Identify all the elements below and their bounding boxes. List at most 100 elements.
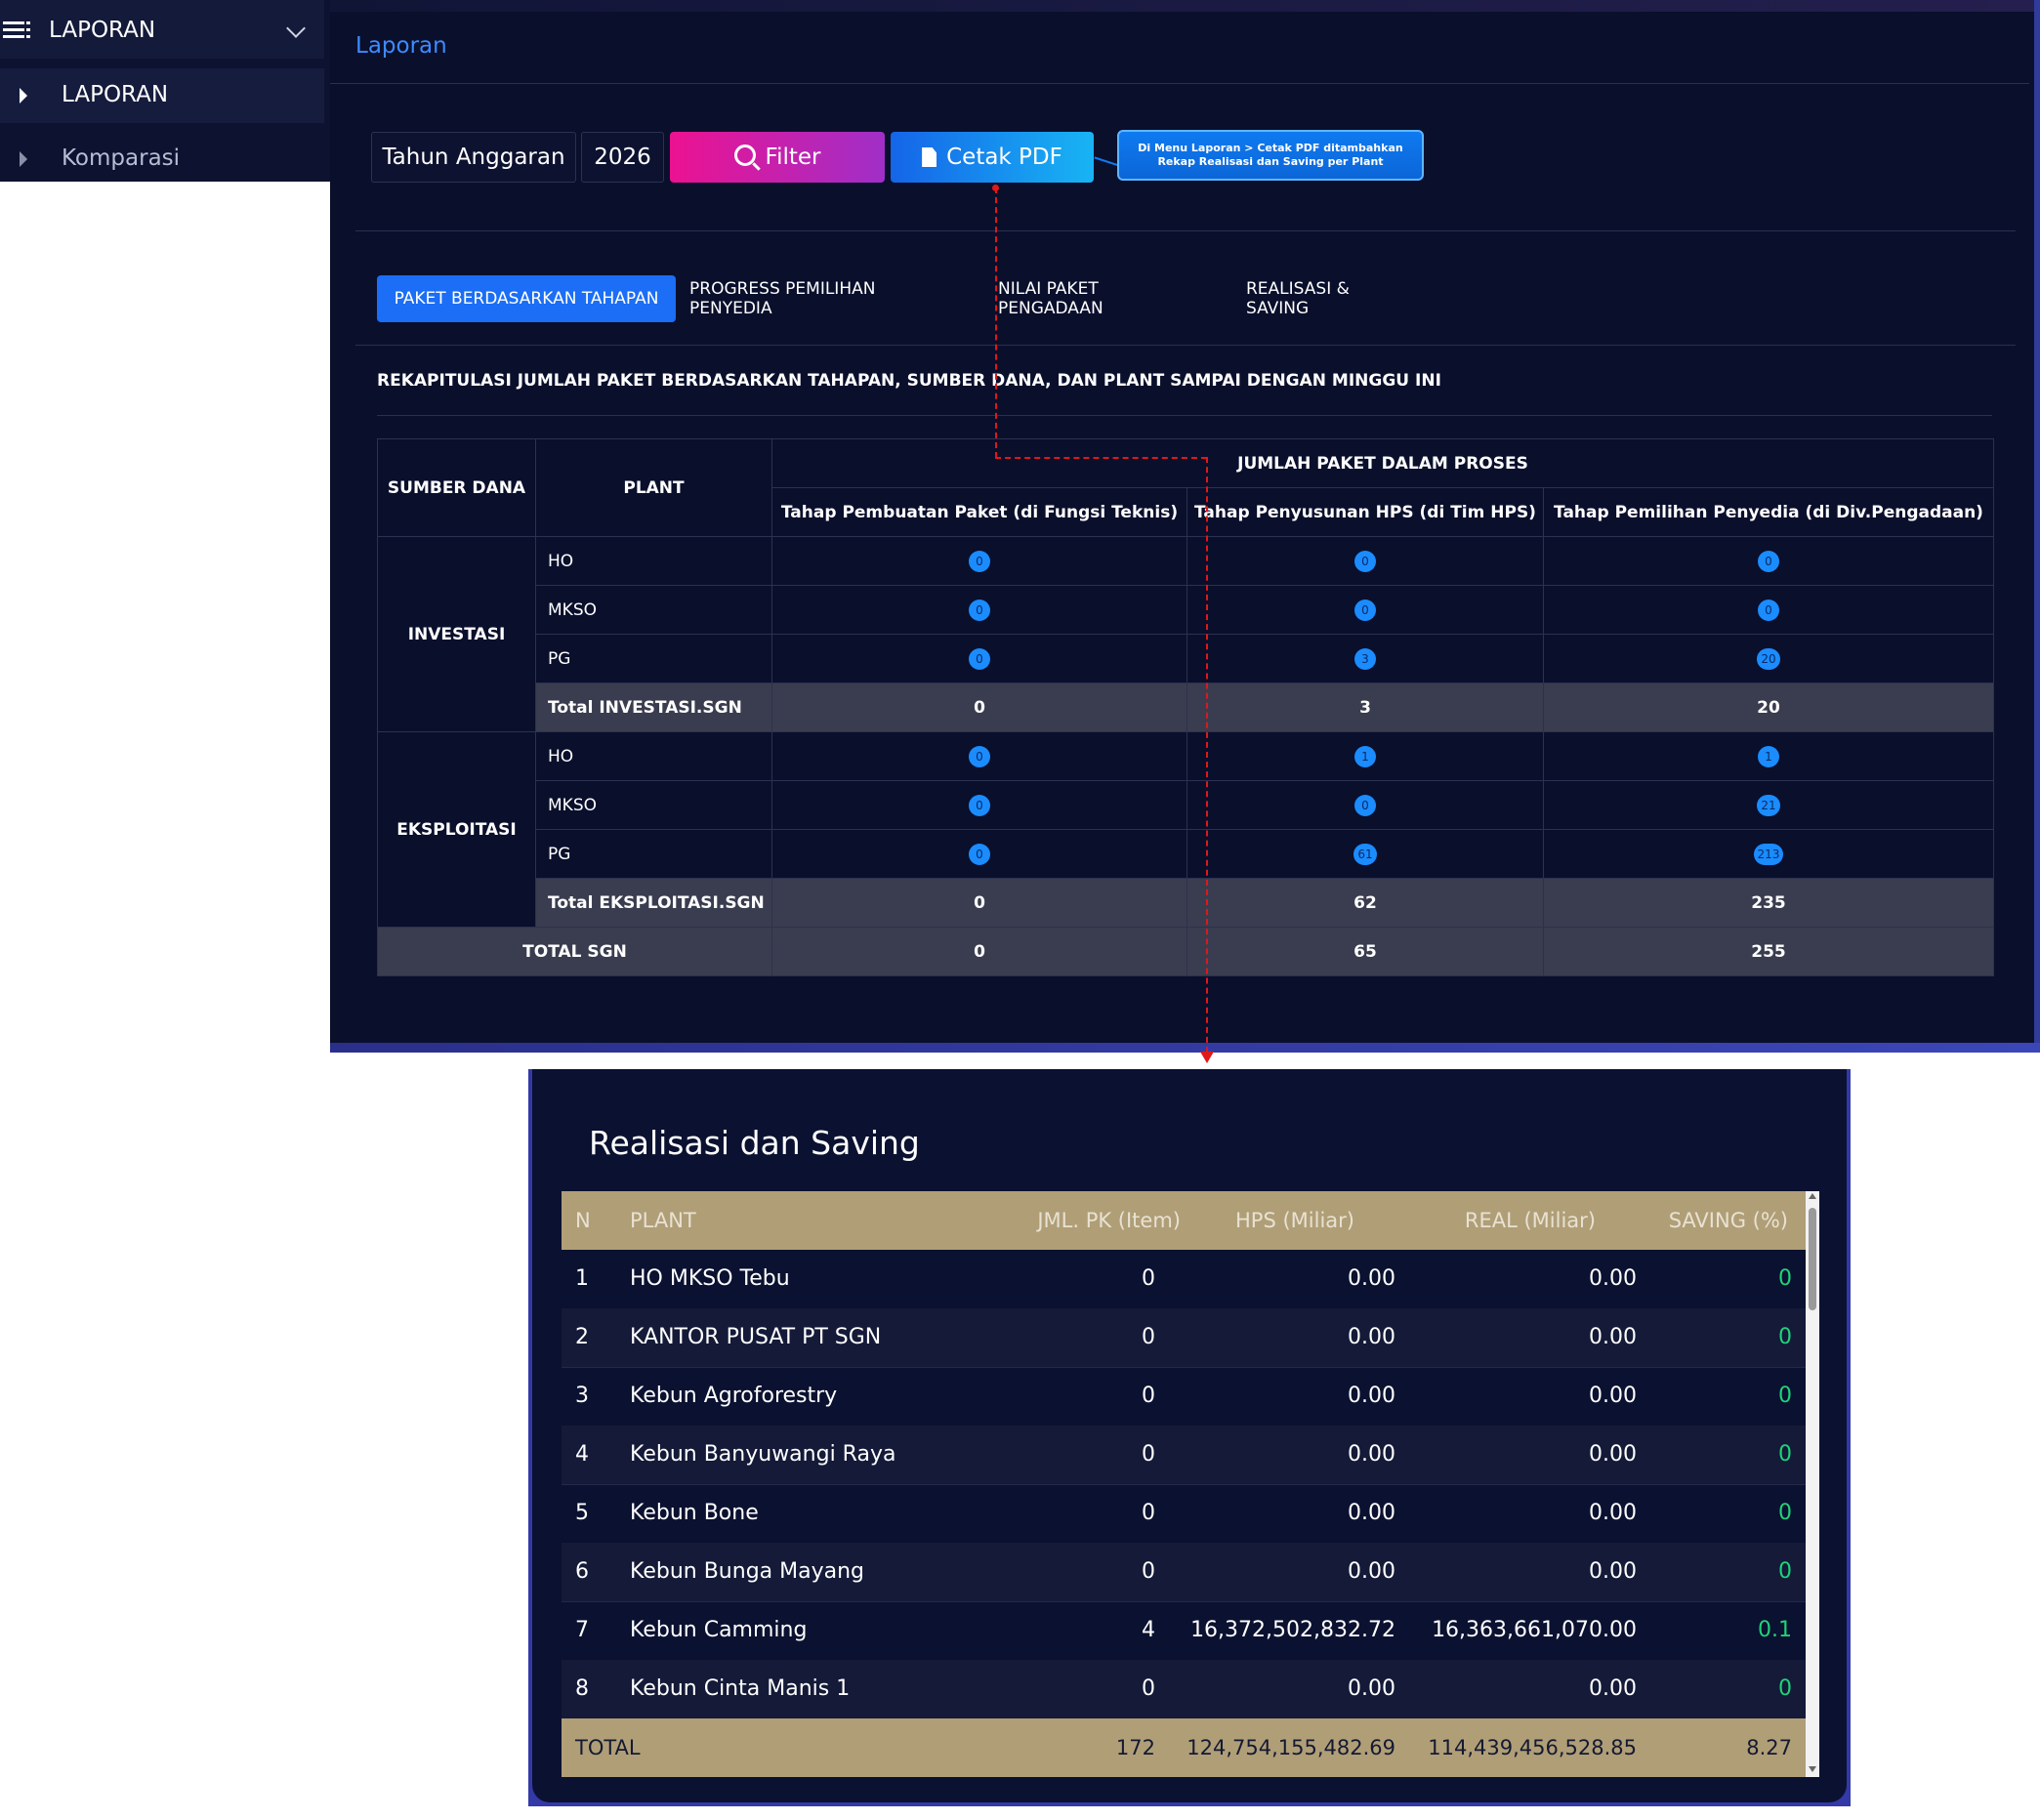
table-row: 5 Kebun Bone 0 0.00 0.00 0 [562,1484,1806,1544]
sidebar-item-komparasi[interactable]: Komparasi [0,132,324,186]
connector-line [995,457,1207,459]
tab-paket-berdasarkan-tahapan[interactable]: PAKET BERDASARKAN TAHAPAN [377,275,676,322]
th-sumber-dana: SUMBER DANA [378,439,536,537]
cell-real: 0.00 [1589,1384,1637,1408]
th-plant: PLANT [536,439,772,537]
total-saving: 8.27 [1746,1736,1792,1759]
sidebar-item-label: Komparasi [62,145,181,171]
count-badge[interactable]: 21 [1757,794,1780,816]
cell-hps: 0.00 [1348,1442,1395,1467]
tahun-anggaran-label: Tahun Anggaran [371,132,576,183]
scrollbar[interactable] [1806,1191,1819,1777]
tab-nilai-paket-pengadaan[interactable]: NILAI PAKET PENGADAAN [998,279,1103,318]
cell-plant: Kebun Banyuwangi Raya [630,1442,896,1467]
count-badge[interactable]: 20 [1757,647,1780,670]
total-cell: 65 [1187,928,1544,976]
sidebar-header[interactable]: LAPORAN [0,0,324,59]
cell-n: 4 [575,1442,589,1467]
count-badge[interactable]: 0 [969,550,990,572]
realisasi-title: Realisasi dan Saving [589,1124,920,1162]
cell-jml: 0 [1142,1676,1155,1701]
cell-n: 7 [575,1618,589,1642]
year-select[interactable]: 2026 [581,132,664,183]
cell-jml: 0 [1142,1325,1155,1349]
total-investasi-label: Total INVESTASI.SGN [536,683,772,732]
cell-hps: 0.00 [1348,1384,1395,1408]
total-jml: 172 [1115,1736,1155,1759]
tab-progress-pemilihan-penyedia[interactable]: PROGRESS PEMILIHAN PENYEDIA [689,279,876,318]
filter-button[interactable]: Filter [670,132,885,183]
breadcrumb[interactable]: Laporan [355,33,447,59]
count-badge[interactable]: 0 [969,794,990,816]
scroll-down-icon[interactable] [1809,1766,1816,1772]
count-badge[interactable]: 213 [1753,843,1784,865]
cell-plant: Kebun Bone [630,1501,759,1525]
count-badge[interactable]: 0 [1354,550,1376,572]
cell-saving: 0 [1778,1676,1792,1701]
scroll-up-icon[interactable] [1809,1193,1816,1199]
total-sgn-label: TOTAL SGN [378,928,772,976]
cell-hps: 0.00 [1348,1559,1395,1584]
total-cell: 0 [772,928,1187,976]
divider [355,230,2016,231]
total-hps: 124,754,155,482.69 [1187,1736,1395,1759]
count-badge[interactable]: 0 [969,745,990,767]
cell-hps: 0.00 [1348,1266,1395,1291]
divider [355,345,2016,346]
cell-n: 6 [575,1559,589,1584]
cell-jml: 0 [1142,1501,1155,1525]
th-jml-pk: JML. PK (Item) [1037,1209,1181,1232]
tab-realisasi-saving[interactable]: REALISASI & SAVING [1246,279,1350,318]
count-badge[interactable]: 3 [1354,647,1376,670]
menu-icon [3,21,30,39]
connector-line [1206,457,1208,1053]
th-real: REAL (Miliar) [1464,1209,1596,1232]
cell-plant: HO MKSO Tebu [630,1266,790,1291]
cetak-pdf-button[interactable]: Cetak PDF [891,132,1094,183]
plant-cell: MKSO [536,781,772,830]
plant-cell: HO [536,537,772,586]
count-badge[interactable]: 0 [1354,599,1376,621]
th-n: N [575,1209,591,1232]
plant-cell: PG [536,635,772,683]
count-badge[interactable]: 0 [1758,599,1779,621]
scrollbar-thumb[interactable] [1809,1208,1816,1310]
rekap-title: REKAPITULASI JUMLAH PAKET BERDASARKAN TA… [377,371,1441,391]
total-real: 114,439,456,528.85 [1428,1736,1637,1759]
sidebar-item-label: LAPORAN [62,82,169,107]
cell-jml: 0 [1142,1266,1155,1291]
sidebar-header-label: LAPORAN [49,18,156,43]
cell-hps: 16,372,502,832.72 [1190,1618,1395,1642]
rekap-table: SUMBER DANA PLANT JUMLAH PAKET DALAM PRO… [377,438,1994,976]
count-badge[interactable]: 0 [1758,550,1779,572]
caret-right-icon [20,151,27,167]
count-badge[interactable]: 61 [1353,843,1377,865]
cell-real: 0.00 [1589,1325,1637,1349]
count-badge[interactable]: 1 [1758,745,1779,767]
cell-n: 5 [575,1501,589,1525]
sumber-dana-investasi: INVESTASI [378,537,536,732]
cell-n: 2 [575,1325,589,1349]
total-eksploitasi-label: Total EKSPLOITASI.SGN [536,879,772,928]
file-pdf-icon [922,147,937,167]
count-badge[interactable]: 0 [969,647,990,670]
count-badge[interactable]: 0 [969,599,990,621]
cell-hps: 0.00 [1348,1325,1395,1349]
count-badge[interactable]: 1 [1354,745,1376,767]
table-total-row: TOTAL 172 124,754,155,482.69 114,439,456… [562,1718,1806,1777]
search-icon [733,145,756,166]
count-badge[interactable]: 0 [1354,794,1376,816]
main-panel: Laporan Tahun Anggaran 2026 Filter Cetak… [330,0,2040,1053]
th-hps: HPS (Miliar) [1235,1209,1354,1232]
sidebar: LAPORAN LAPORAN Komparasi [0,0,330,182]
chevron-down-icon [286,19,306,38]
total-cell: 3 [1187,683,1544,732]
count-badge[interactable]: 0 [969,843,990,865]
cell-real: 0.00 [1589,1559,1637,1584]
cell-n: 1 [575,1266,589,1291]
cell-hps: 0.00 [1348,1501,1395,1525]
sidebar-item-laporan[interactable]: LAPORAN [0,68,324,123]
total-cell: 0 [772,879,1187,928]
cell-saving: 0 [1778,1266,1792,1291]
sumber-dana-eksploitasi: EKSPLOITASI [378,732,536,928]
